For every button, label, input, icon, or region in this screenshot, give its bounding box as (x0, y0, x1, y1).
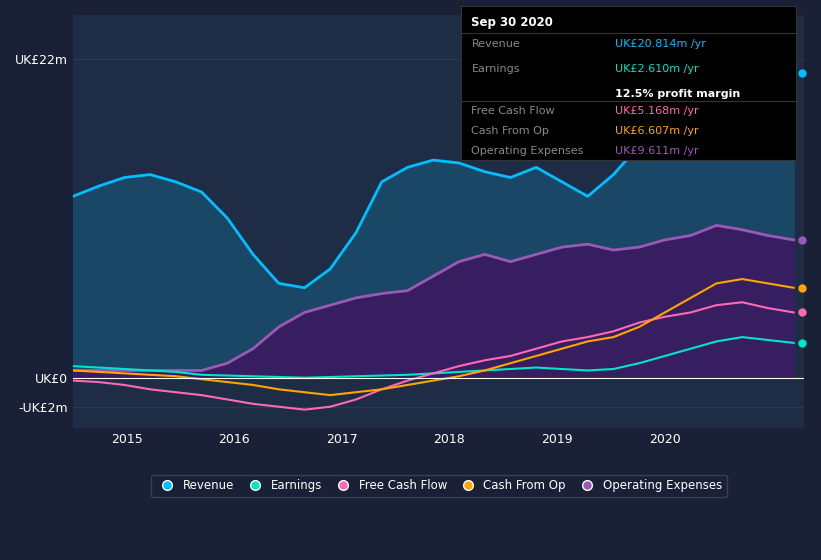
Text: UK£2.610m /yr: UK£2.610m /yr (616, 64, 699, 74)
Text: Cash From Op: Cash From Op (471, 126, 549, 136)
Text: Revenue: Revenue (471, 39, 521, 49)
Text: 12.5% profit margin: 12.5% profit margin (616, 88, 741, 99)
Text: Operating Expenses: Operating Expenses (471, 146, 584, 156)
Legend: Revenue, Earnings, Free Cash Flow, Cash From Op, Operating Expenses: Revenue, Earnings, Free Cash Flow, Cash … (151, 474, 727, 497)
Text: UK£6.607m /yr: UK£6.607m /yr (616, 126, 699, 136)
Text: UK£20.814m /yr: UK£20.814m /yr (616, 39, 706, 49)
Text: Sep 30 2020: Sep 30 2020 (471, 16, 553, 29)
Text: UK£5.168m /yr: UK£5.168m /yr (616, 106, 699, 116)
Text: Free Cash Flow: Free Cash Flow (471, 106, 555, 116)
Text: UK£9.611m /yr: UK£9.611m /yr (616, 146, 699, 156)
Text: Earnings: Earnings (471, 64, 520, 74)
